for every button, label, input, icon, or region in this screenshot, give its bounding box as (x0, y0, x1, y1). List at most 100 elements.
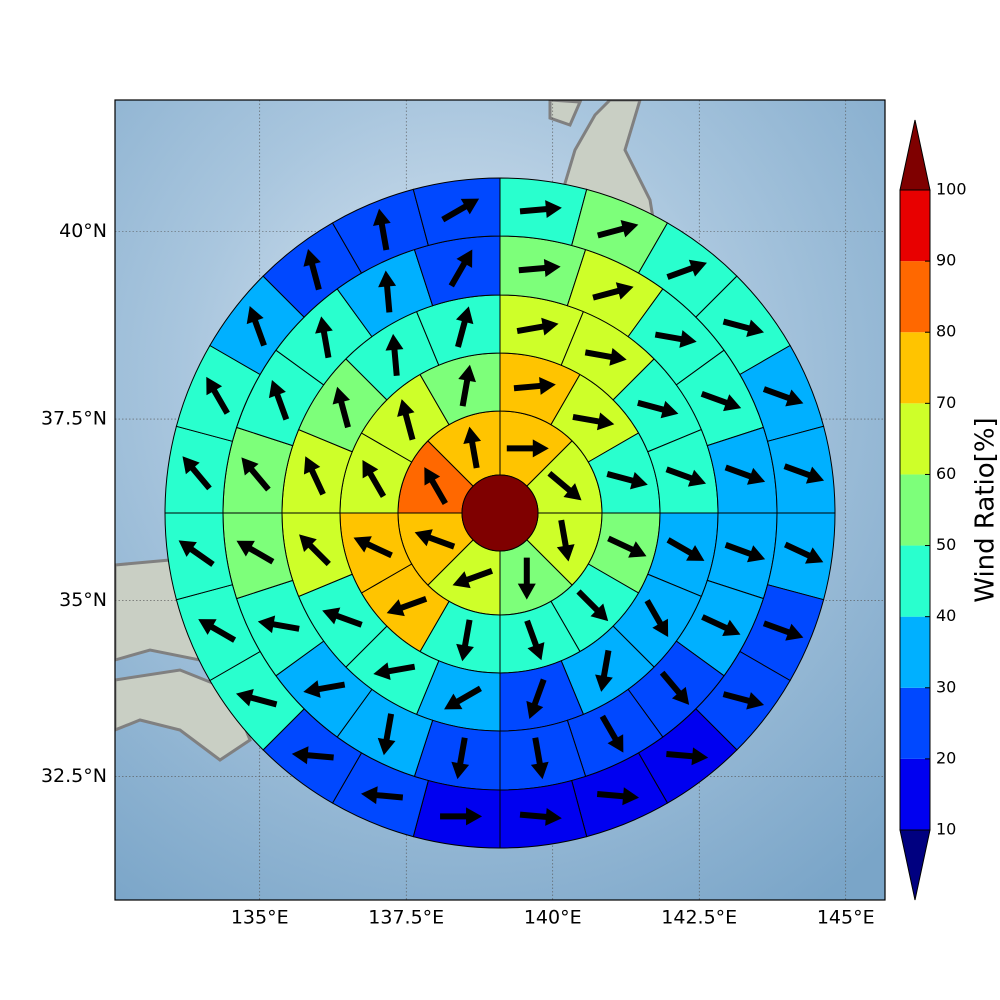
wind-arrow (666, 259, 707, 280)
colorbar-extension (899, 119, 931, 191)
wind-arrow (762, 620, 804, 641)
colorbar-bin (900, 545, 930, 617)
wind-arrow (451, 737, 470, 780)
colorbar-bin (900, 616, 930, 688)
wind-arrow (724, 542, 766, 563)
wind-arrow (182, 456, 212, 491)
wind-arrow (517, 557, 536, 600)
wind-arrow (291, 746, 334, 765)
wind-arrow (666, 537, 705, 561)
wind-arrow (592, 282, 634, 301)
colorbar: 10 20 30 40 50 60 70 80 90 100 (899, 119, 967, 901)
wind-arrow (372, 208, 391, 251)
wind-arrow (597, 220, 639, 239)
y-tick-label: 40°N (59, 220, 107, 242)
wind-arrow (700, 390, 742, 412)
colorbar-tick-label: 60 (936, 464, 956, 483)
wind-arrow (385, 333, 404, 377)
wind-arrow (303, 456, 326, 496)
wind-arrow (659, 670, 690, 705)
wind-arrow (666, 747, 709, 766)
wind-arrow (441, 198, 480, 223)
x-tick-label: 135°E (231, 907, 289, 929)
colorbar-tick-label: 20 (936, 748, 956, 767)
wind-arrow (783, 463, 825, 484)
wind-arrow (332, 386, 351, 429)
colorbar-tick-label: 50 (936, 535, 956, 554)
wind-arrow (644, 599, 669, 638)
wind-arrow (463, 426, 482, 469)
colorbar-tick-label: 100 (936, 180, 967, 199)
wind-arrow (299, 534, 331, 567)
wind-arrow (257, 615, 300, 634)
wind-arrow (595, 649, 613, 692)
wind-arrow (178, 540, 215, 567)
wind-arrow (397, 399, 416, 441)
wind-arrow (456, 619, 474, 662)
wind-arrow (246, 306, 267, 347)
axes-frame (114, 99, 886, 901)
colorbar-label: Wind Ratio[%] (971, 417, 1000, 602)
wind-arrow (724, 464, 766, 485)
colorbar-tick-label: 70 (936, 393, 956, 412)
x-tick-label: 145°E (817, 907, 875, 929)
colorbar-bin (900, 261, 930, 333)
wind-arrow (414, 529, 456, 550)
colorbar-tick-label: 80 (936, 322, 956, 341)
wind-arrow (386, 595, 428, 617)
colorbar-tick-label: 40 (936, 606, 956, 625)
colorbar-bin (900, 758, 930, 830)
wind-arrow (513, 376, 556, 395)
wind-arrow (722, 691, 765, 710)
wind-arrow (424, 467, 448, 506)
wind-arrow (353, 536, 393, 559)
wind-arrow (665, 466, 707, 487)
wind-arrow (547, 471, 582, 501)
wind-arrow (596, 787, 640, 806)
wind-arrow (783, 541, 824, 564)
colorbar-bin (900, 687, 930, 759)
wind-arrow (373, 662, 416, 681)
land (115, 668, 252, 762)
colorbar-tick-label: 10 (936, 820, 956, 839)
colorbar-bin (900, 332, 930, 404)
wind-arrow (607, 535, 647, 558)
plot (164, 177, 836, 849)
colorbar-frame (899, 189, 931, 831)
colorbar-tick-label: 30 (936, 677, 956, 696)
wind-arrow (362, 460, 387, 498)
wind-arrow (722, 318, 765, 337)
y-tick-label: 37.5°N (41, 408, 107, 430)
wind-arrow (452, 568, 494, 589)
wind-arrow (518, 259, 561, 277)
wind-arrow (506, 439, 549, 458)
wind-arrow (440, 807, 483, 826)
wind-arrow (519, 200, 562, 219)
wind-arrow (701, 614, 741, 637)
wind-arrow (458, 364, 476, 407)
wind-arrow (526, 678, 547, 720)
wind-arrow (576, 589, 609, 622)
wind-arrow (516, 317, 559, 336)
wind-arrow (236, 540, 275, 565)
wind-arrow (599, 714, 624, 753)
wind-arrow (519, 807, 562, 826)
wind-arrow (530, 737, 549, 780)
colorbar-bin (900, 403, 930, 475)
wind-arrow (198, 619, 237, 643)
wind-arrow (303, 680, 346, 698)
wind-arrow (360, 786, 404, 805)
axis-labels: 135°E 137.5°E 140°E 142.5°E 145°E 32.5°N 35°N 3… (41, 220, 875, 929)
colorbar-tick-label: 90 (936, 251, 956, 270)
wind-arrow (206, 376, 230, 415)
wind-arrow (448, 249, 473, 288)
x-tick-label: 137.5°E (368, 907, 444, 929)
wind-arrow (556, 519, 575, 562)
wind-arrow (654, 330, 697, 348)
x-tick-label: 142.5°E (661, 907, 737, 929)
wind-arrow (377, 713, 396, 756)
colorbar-extension (899, 829, 931, 901)
colorbar-bin (900, 474, 930, 546)
center-circle (461, 474, 539, 552)
